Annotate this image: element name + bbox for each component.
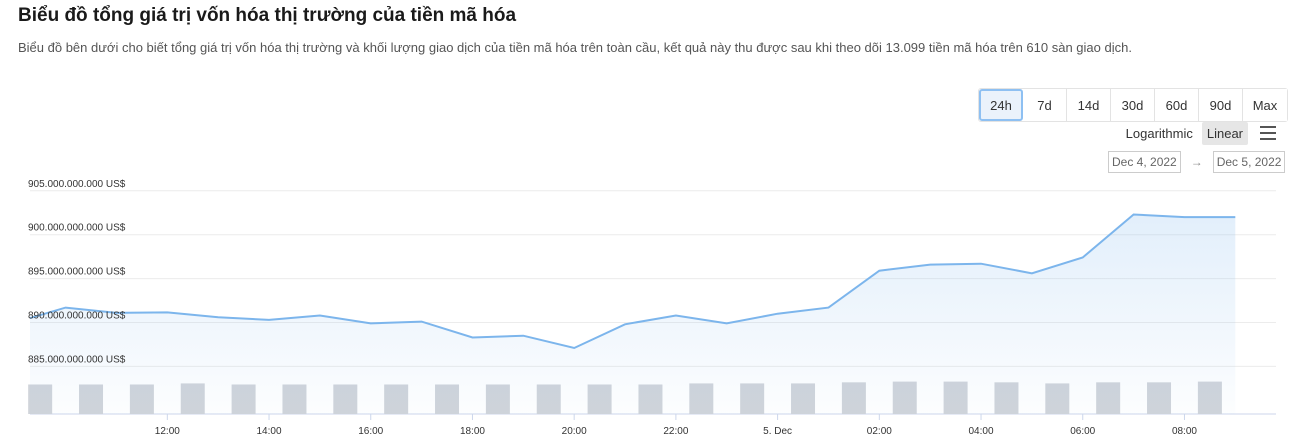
scale-selector: Logarithmic Linear <box>1121 121 1276 145</box>
y-tick-label: 905.000.000.000 US$ <box>28 179 126 190</box>
time-range-selector: 24h 7d 14d 30d 60d 90d Max <box>978 88 1288 122</box>
y-tick-label: 900.000.000.000 US$ <box>28 223 126 234</box>
x-tick-label: 20:00 <box>562 426 587 437</box>
date-from-input[interactable]: Dec 4, 2022 <box>1108 151 1181 173</box>
x-tick-label: 18:00 <box>460 426 485 437</box>
range-90d-button[interactable]: 90d <box>1199 89 1243 121</box>
arrow-right-icon: → <box>1190 155 1203 169</box>
market-cap-area <box>30 214 1236 414</box>
page-title: Biểu đồ tổng giá trị vốn hóa thị trường … <box>18 5 517 26</box>
x-tick-label: 02:00 <box>867 426 892 437</box>
range-60d-button[interactable]: 60d <box>1155 89 1199 121</box>
y-tick-label: 890.000.000.000 US$ <box>28 311 126 322</box>
x-tick-label: 08:00 <box>1172 426 1197 437</box>
range-7d-button[interactable]: 7d <box>1023 89 1067 121</box>
x-tick-label: 5. Dec <box>763 426 792 437</box>
scale-logarithmic-button[interactable]: Logarithmic <box>1125 125 1193 141</box>
x-tick-label: 06:00 <box>1070 426 1095 437</box>
page-description: Biểu đồ bên dưới cho biết tổng giá trị v… <box>18 40 1132 55</box>
x-tick-label: 04:00 <box>969 426 994 437</box>
x-tick-label: 16:00 <box>358 426 383 437</box>
range-30d-button[interactable]: 30d <box>1111 89 1155 121</box>
market-cap-line <box>29 213 1236 350</box>
y-tick-label: 885.000.000.000 US$ <box>28 354 126 365</box>
x-tick-label: 12:00 <box>155 426 180 437</box>
range-14d-button[interactable]: 14d <box>1067 89 1111 121</box>
hamburger-menu-icon[interactable] <box>1260 126 1276 140</box>
x-tick-label: 14:00 <box>257 426 282 437</box>
date-to-input[interactable]: Dec 5, 2022 <box>1212 151 1286 173</box>
range-max-button[interactable]: Max <box>1243 89 1287 121</box>
y-tick-label: 895.000.000.000 US$ <box>28 267 126 278</box>
range-24h-button[interactable]: 24h <box>979 89 1023 121</box>
x-tick-label: 22:00 <box>663 426 688 437</box>
scale-linear-button[interactable]: Linear <box>1201 121 1248 145</box>
date-range: Dec 4, 2022 → Dec 5, 2022 <box>1108 151 1286 173</box>
